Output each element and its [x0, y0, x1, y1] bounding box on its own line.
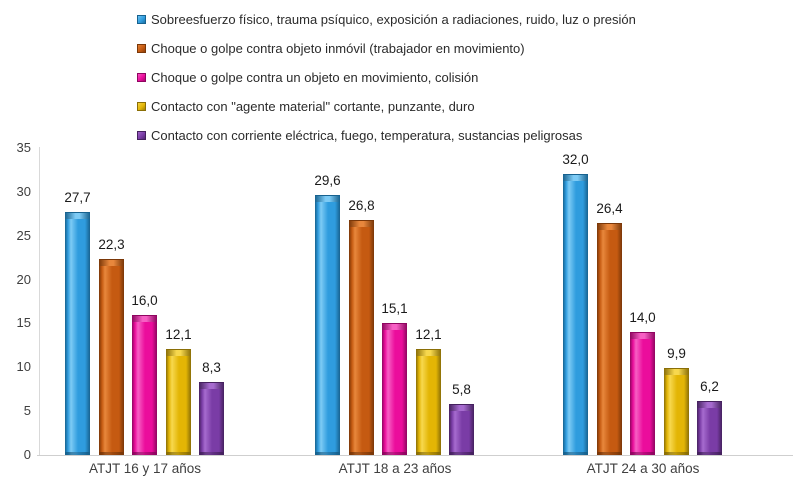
legend-color-swatch-icon	[137, 73, 146, 82]
legend-item: Sobreesfuerzo físico, trauma psíquico, e…	[137, 5, 636, 34]
bar-value-label: 12,1	[165, 327, 192, 342]
y-axis-line	[39, 147, 40, 456]
legend-color-swatch-icon	[137, 131, 146, 140]
legend-label: Choque o golpe contra un objeto en movim…	[151, 70, 479, 85]
bar-series-3-group-2	[382, 323, 407, 455]
bar-series-1-group-2	[315, 195, 340, 455]
bar-value-label: 32,0	[562, 152, 589, 167]
bar-value-label: 22,3	[98, 237, 125, 252]
bar-series-5-group-2	[449, 404, 474, 455]
x-category-label: ATJT 18 a 23 años	[338, 461, 452, 476]
bar-value-label: 14,0	[629, 310, 656, 325]
legend-color-swatch-icon	[137, 15, 146, 24]
bar-value-label: 15,1	[381, 301, 408, 316]
bar-value-label: 8,3	[202, 360, 221, 375]
bar-series-3-group-3	[630, 332, 655, 455]
bar-series-4-group-3	[664, 368, 689, 455]
bar-series-5-group-3	[697, 401, 722, 455]
legend-color-swatch-icon	[137, 44, 146, 53]
bar-series-3-group-1	[132, 315, 157, 455]
legend-label: Choque o golpe contra objeto inmóvil (tr…	[151, 41, 525, 56]
chart-legend: Sobreesfuerzo físico, trauma psíquico, e…	[137, 5, 636, 150]
y-tick-label: 10	[16, 359, 31, 375]
legend-item: Contacto con corriente eléctrica, fuego,…	[137, 121, 636, 150]
bar-value-label: 6,2	[700, 379, 719, 394]
y-tick-label: 20	[16, 271, 31, 287]
legend-label: Sobreesfuerzo físico, trauma psíquico, e…	[151, 12, 636, 27]
legend-color-swatch-icon	[137, 102, 146, 111]
bar-value-label: 12,1	[415, 327, 442, 342]
legend-label: Contacto con "agente material" cortante,…	[151, 99, 475, 114]
y-tick-label: 5	[23, 403, 31, 419]
bar-series-4-group-1	[166, 349, 191, 455]
bar-value-label: 27,7	[64, 190, 91, 205]
bar-value-label: 26,8	[348, 198, 375, 213]
x-category-label: ATJT 16 y 17 años	[88, 461, 202, 476]
legend-item: Choque o golpe contra un objeto en movim…	[137, 63, 636, 92]
y-tick-label: 0	[23, 447, 31, 462]
y-tick-label: 35	[16, 140, 31, 155]
x-axis-line	[37, 455, 793, 456]
y-tick-label: 25	[16, 227, 31, 243]
bar-series-2-group-2	[349, 220, 374, 455]
bar-series-2-group-1	[99, 259, 124, 455]
legend-item: Contacto con "agente material" cortante,…	[137, 92, 636, 121]
bar-value-label: 16,0	[131, 293, 158, 308]
bar-value-label: 26,4	[596, 201, 623, 216]
x-category-label: ATJT 24 a 30 años	[586, 461, 700, 476]
bar-series-1-group-3	[563, 174, 588, 455]
legend-label: Contacto con corriente eléctrica, fuego,…	[151, 128, 583, 143]
y-tick-label: 15	[16, 315, 31, 331]
bar-series-4-group-2	[416, 349, 441, 455]
bar-value-label: 9,9	[667, 346, 686, 361]
bar-value-label: 5,8	[452, 382, 471, 397]
bar-series-2-group-3	[597, 223, 622, 455]
bar-value-label: 29,6	[314, 173, 341, 188]
bar-series-1-group-1	[65, 212, 90, 455]
legend-item: Choque o golpe contra objeto inmóvil (tr…	[137, 34, 636, 63]
bar-series-5-group-1	[199, 382, 224, 455]
y-tick-label: 30	[16, 183, 31, 199]
